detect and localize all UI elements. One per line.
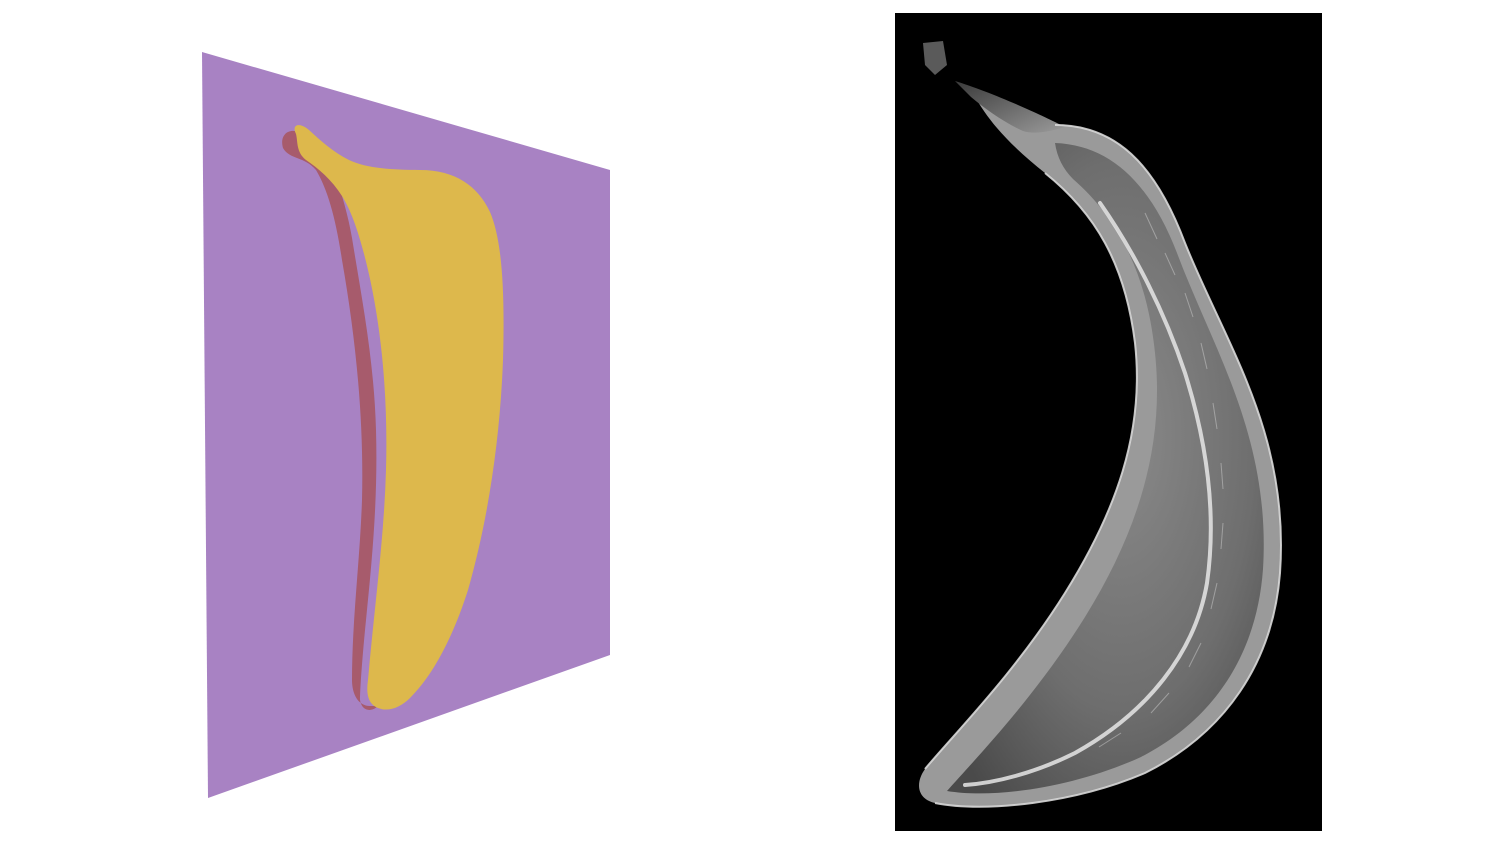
flesh-texture: [1098, 212, 1224, 748]
plane-rendering-svg: [202, 52, 610, 798]
banana-flesh: [947, 143, 1264, 794]
banana-stem-tip: [923, 41, 947, 75]
banana-stem: [955, 81, 1065, 133]
peel-edge-outer: [934, 124, 1282, 808]
plane-rendering-panel: [202, 52, 610, 798]
banana-core-line: [963, 201, 1213, 787]
mri-slice-panel: [895, 13, 1322, 831]
mri-slice-svg: [895, 13, 1322, 831]
peel-edge-inner: [924, 172, 1138, 770]
banana-section: [294, 125, 504, 710]
banana-extrusion: [282, 130, 378, 710]
